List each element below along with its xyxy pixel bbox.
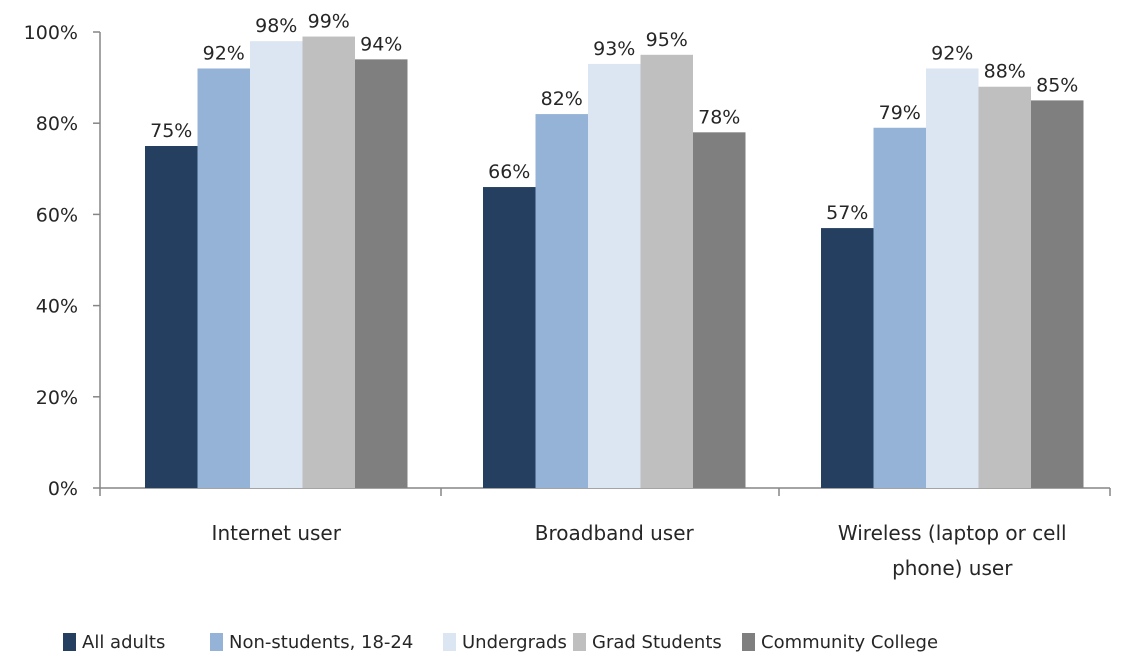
y-tick-label: 40% xyxy=(36,296,78,318)
legend-swatch xyxy=(63,633,76,651)
x-category-label: phone) user xyxy=(892,556,1013,580)
bar xyxy=(873,127,926,488)
bar xyxy=(355,59,408,489)
chart-bars xyxy=(145,36,1084,489)
legend-label: Non-students, 18-24 xyxy=(229,632,413,653)
data-label: 66% xyxy=(488,161,530,183)
data-label: 57% xyxy=(826,202,868,224)
legend-label: Grad Students xyxy=(592,632,722,653)
y-tick-label: 0% xyxy=(48,478,78,500)
bar xyxy=(535,114,588,488)
x-category-label: Broadband user xyxy=(535,521,695,545)
data-label: 79% xyxy=(879,102,921,124)
y-tick-label: 20% xyxy=(36,387,78,409)
bar xyxy=(145,146,198,488)
chart-legend: All adults Non-students, 18-24 Undergrads G… xyxy=(63,632,938,653)
legend-label: Undergrads xyxy=(462,632,567,653)
chart-labels: 75% 66% 57% 92% 82% 79% 98% 93% 92% 99% 95% 88% 94% 7… xyxy=(150,11,1078,580)
data-label: 92% xyxy=(931,42,973,64)
data-label: 85% xyxy=(1036,74,1078,96)
data-label: 92% xyxy=(203,42,245,64)
bar xyxy=(693,132,746,488)
data-label: 78% xyxy=(698,106,740,128)
legend-swatch xyxy=(443,633,456,651)
y-tick-label: 60% xyxy=(36,204,78,226)
bar xyxy=(821,228,874,488)
bar xyxy=(640,54,693,489)
legend-swatch xyxy=(573,633,586,651)
x-category-label: Internet user xyxy=(212,521,342,545)
bar xyxy=(926,68,979,488)
legend-swatch xyxy=(742,633,755,651)
bar xyxy=(483,187,536,489)
data-label: 94% xyxy=(360,33,402,55)
bar xyxy=(1031,100,1084,489)
bar xyxy=(250,41,303,489)
legend-label: Community College xyxy=(761,632,938,653)
legend-label: All adults xyxy=(82,632,165,653)
data-label: 98% xyxy=(255,15,297,37)
data-label: 99% xyxy=(308,11,350,33)
x-category-label: Wireless (laptop or cell xyxy=(838,521,1067,545)
bar xyxy=(302,36,355,489)
data-label: 82% xyxy=(541,88,583,110)
data-label: 95% xyxy=(646,29,688,51)
bar xyxy=(588,63,641,489)
legend-swatch xyxy=(210,633,223,651)
data-label: 88% xyxy=(984,61,1026,83)
data-label: 75% xyxy=(150,120,192,142)
y-tick-label: 100% xyxy=(24,22,78,44)
y-tick-label: 80% xyxy=(36,113,78,135)
data-label: 93% xyxy=(593,38,635,60)
bar xyxy=(978,86,1031,488)
bar xyxy=(197,68,250,488)
